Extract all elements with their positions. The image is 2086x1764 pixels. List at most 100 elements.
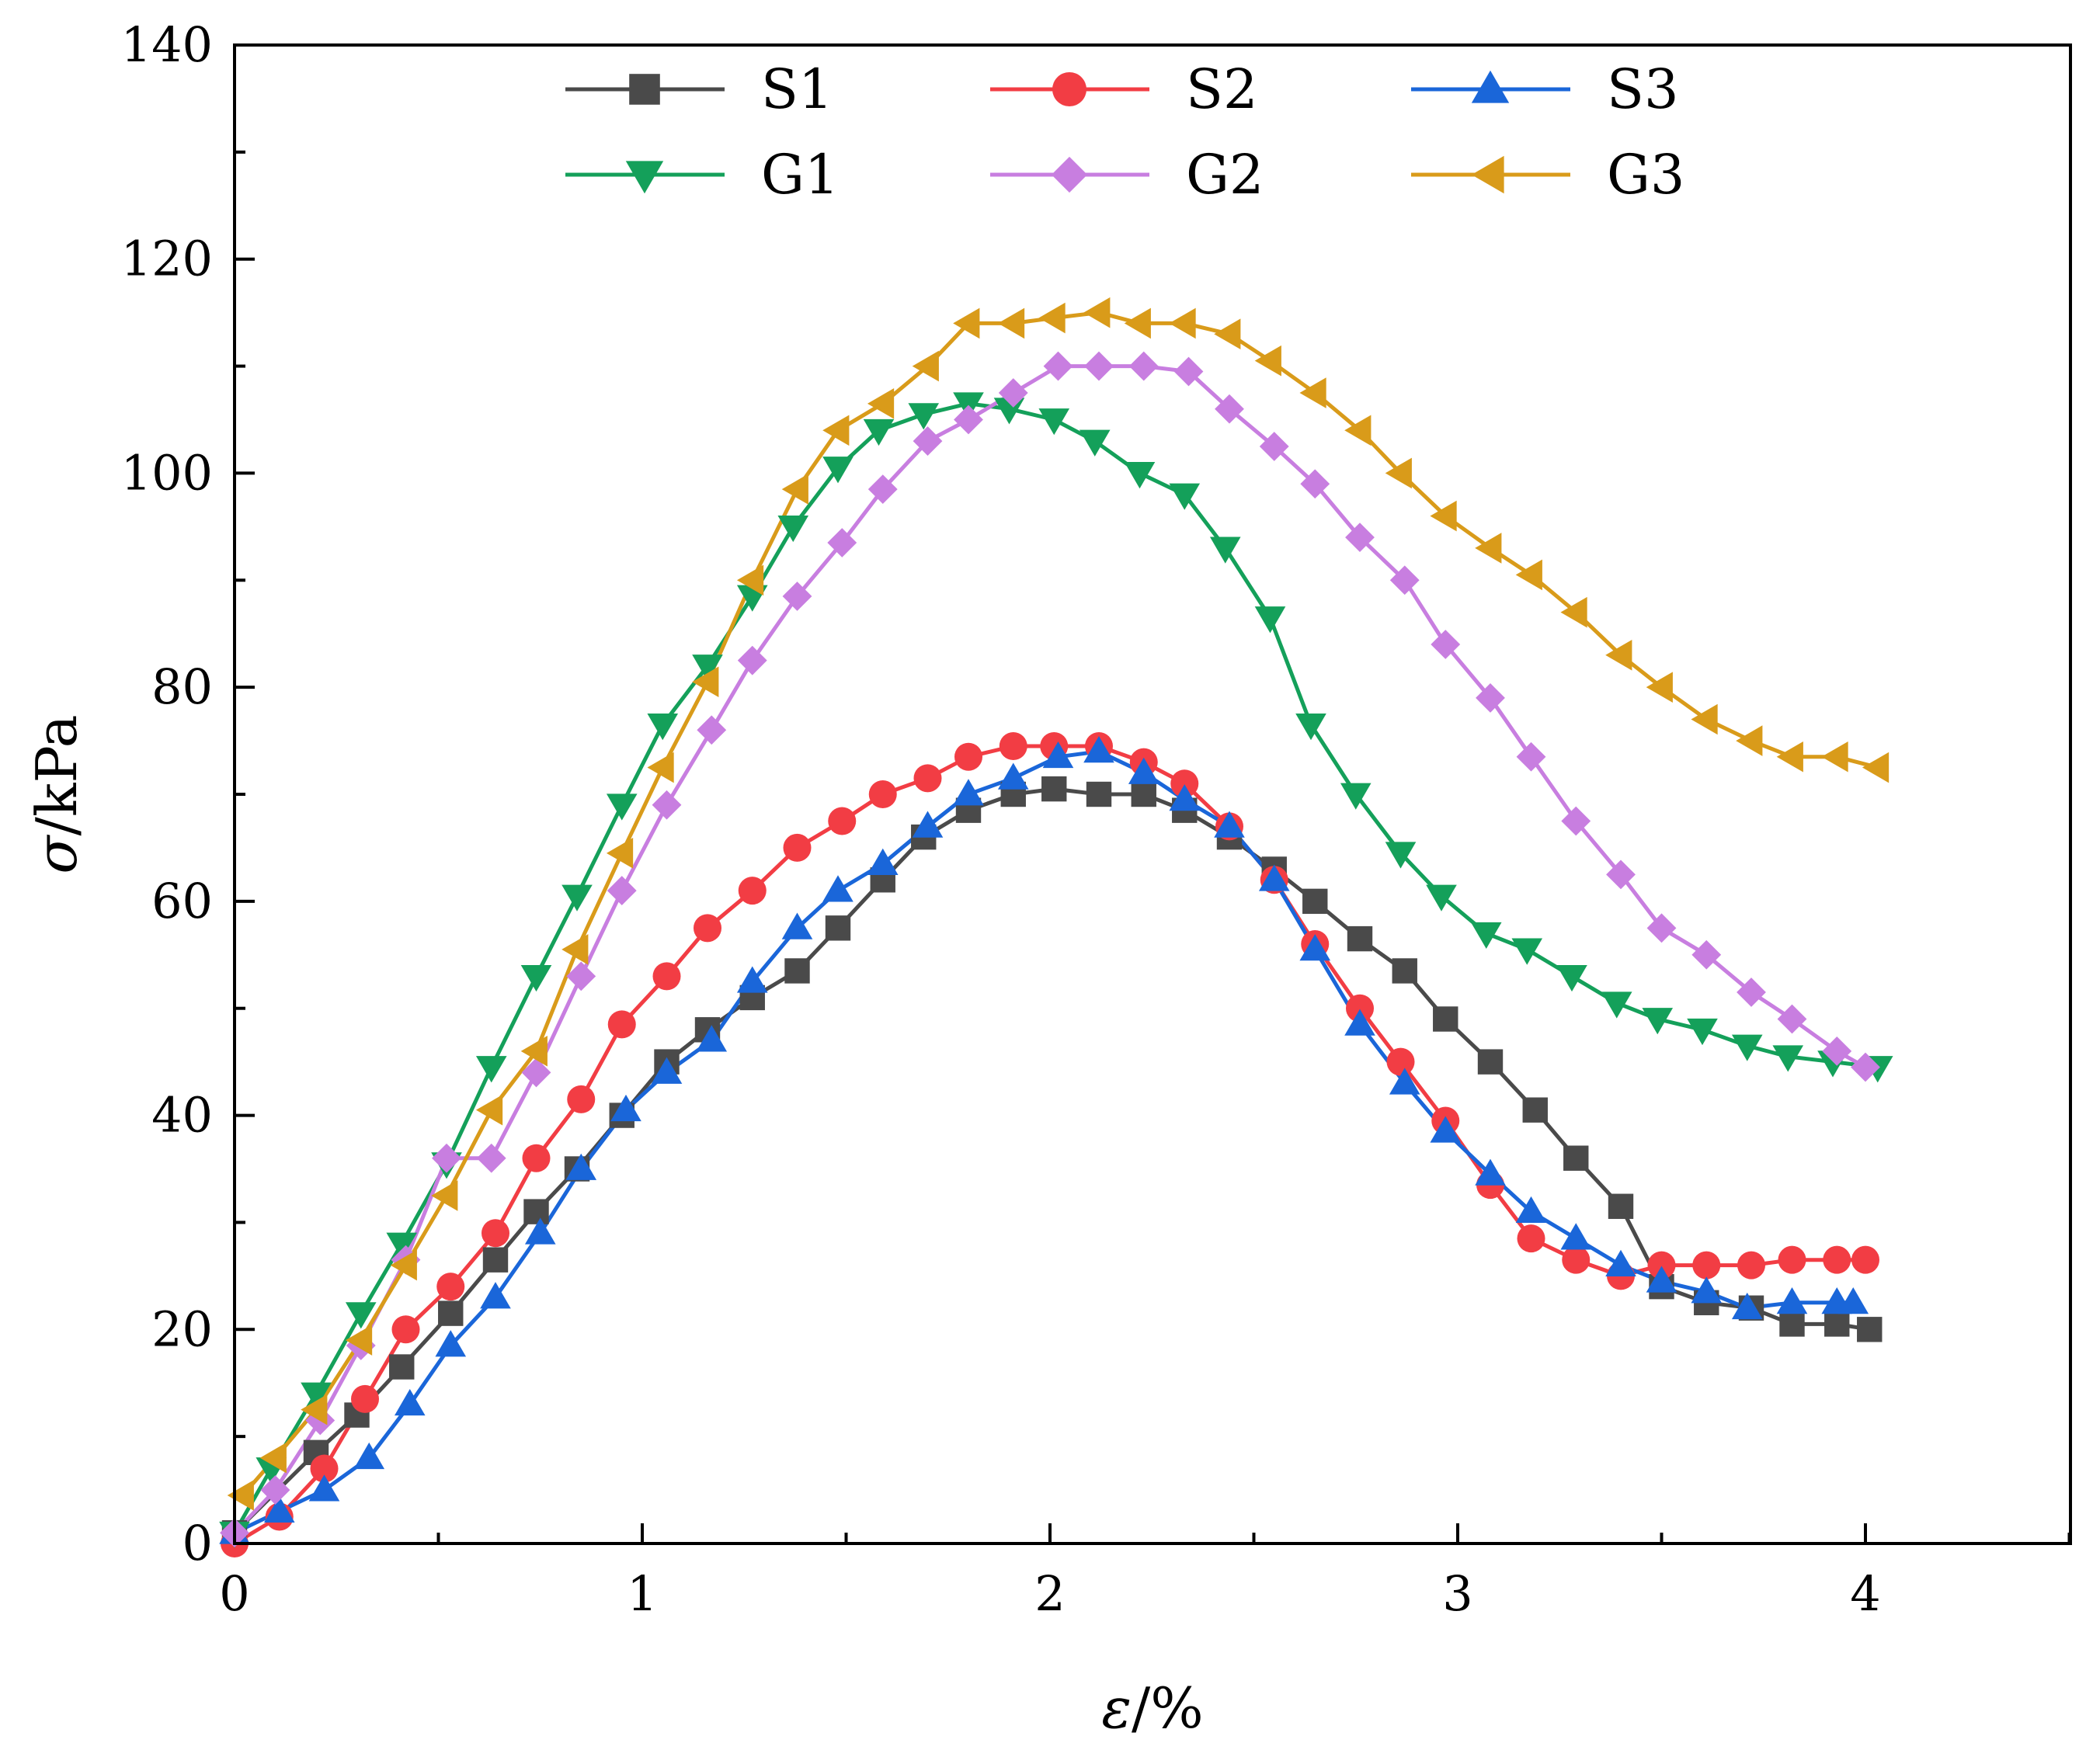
legend-label-g3: G3 [1607, 143, 1684, 207]
series-point-s2 [607, 1010, 636, 1039]
x-tick-label: 3 [1442, 1565, 1472, 1622]
series-point-s1 [1477, 1049, 1504, 1075]
series-point-g3 [997, 307, 1025, 339]
series-point-g3 [431, 1180, 458, 1211]
series-point-s1 [482, 1247, 509, 1273]
series-point-s3 [1214, 811, 1245, 838]
series-point-g1 [1642, 1008, 1674, 1035]
series-point-g2 [1691, 939, 1722, 970]
series-point-g3 [736, 564, 764, 596]
series-point-s3 [997, 762, 1029, 790]
series-point-s2 [738, 877, 767, 905]
legend-marker-g2 [1051, 156, 1088, 193]
y-tick-label: 0 [183, 1515, 213, 1571]
series-point-s3 [1691, 1276, 1723, 1304]
series-point-g3 [912, 350, 939, 382]
series-point-s3 [696, 1025, 728, 1052]
series-point-s3 [1169, 784, 1201, 811]
series-point-s2 [1517, 1224, 1545, 1253]
legend-entry-s1: S1 [565, 57, 833, 121]
series-point-s3 [565, 1153, 597, 1180]
series-point-s1 [1824, 1311, 1850, 1337]
series-point-g1 [1556, 964, 1587, 992]
series-point-s2 [954, 742, 982, 771]
series-point-g3 [1821, 741, 1848, 773]
series-point-g1 [1687, 1018, 1718, 1046]
series-point-g3 [520, 1036, 548, 1067]
series-point-s2 [1692, 1251, 1721, 1280]
series-point-g1 [692, 655, 723, 682]
series-point-g3 [781, 474, 808, 505]
series-point-g3 [345, 1325, 373, 1356]
series-point-s1 [825, 915, 851, 941]
series-point-s3 [1042, 741, 1074, 769]
series-point-s2 [482, 1219, 509, 1248]
series-point-g1 [386, 1232, 418, 1259]
y-tick-label: 140 [121, 16, 213, 73]
series-point-g3 [301, 1394, 328, 1425]
series-point-s3 [953, 779, 984, 806]
y-tick-label: 80 [151, 658, 213, 715]
series-point-g1 [520, 964, 552, 992]
series-point-g2 [607, 876, 637, 905]
series-point-s1 [1779, 1311, 1805, 1337]
series-point-s1 [1857, 1317, 1883, 1342]
series-point-g3 [1515, 559, 1542, 591]
series-point-g3 [1083, 297, 1111, 328]
series-point-g2 [476, 1143, 506, 1173]
series-point-g2 [737, 645, 767, 675]
series-point-g2 [913, 426, 943, 456]
series-point-g1 [863, 418, 895, 446]
series-point-g3 [390, 1249, 417, 1281]
series-point-g3 [1691, 703, 1718, 735]
series-point-s1 [1041, 776, 1067, 802]
series-point-s2 [436, 1273, 465, 1301]
series-point-g1 [1124, 462, 1156, 489]
legend-entry-s3: S3 [1411, 57, 1679, 121]
y-tick-label: 40 [151, 1087, 213, 1144]
x-axis-unit: /% [1132, 1675, 1204, 1741]
legend-marker-s1 [629, 74, 660, 105]
series-point-s2 [567, 1085, 596, 1113]
legend-marker-s3 [1471, 70, 1510, 103]
series-point-g2 [1516, 741, 1546, 772]
series-point-g2 [782, 582, 812, 611]
series-point-g1 [908, 403, 940, 430]
series-point-s2 [1737, 1251, 1765, 1280]
series-point-g3 [953, 307, 980, 339]
series-point-s3 [435, 1330, 467, 1357]
series-point-s3 [1731, 1292, 1763, 1320]
series-point-s3 [1389, 1068, 1420, 1095]
series-point-g2 [566, 961, 596, 991]
series-point-s3 [1258, 864, 1290, 891]
series-point-s3 [1515, 1196, 1547, 1224]
series-point-g3 [1299, 377, 1326, 408]
series-point-s2 [1778, 1245, 1806, 1274]
series-point-g2 [1259, 432, 1289, 461]
series-point-g3 [561, 934, 589, 965]
series-point-s3 [1299, 934, 1331, 961]
series-point-s3 [524, 1217, 556, 1245]
x-axis-symbol: ε [1101, 1675, 1132, 1741]
series-point-g3 [259, 1442, 287, 1474]
series-point-s3 [1430, 1116, 1462, 1143]
series-point-s1 [1302, 888, 1328, 915]
series-point-g3 [1214, 318, 1241, 350]
series-point-s1 [1086, 781, 1112, 807]
series-point-s3 [1083, 736, 1114, 763]
series-point-g2 [697, 715, 727, 745]
series-point-s2 [694, 914, 721, 943]
series-point-s3 [1344, 1009, 1375, 1036]
y-tick-label: 60 [151, 873, 213, 929]
legend-entry-g3: G3 [1411, 143, 1684, 207]
series-point-g2 [867, 474, 898, 505]
series-point-g3 [692, 666, 719, 698]
series-point-s3 [736, 966, 768, 993]
series-point-g2 [1389, 565, 1420, 596]
y-tick-label: 20 [151, 1300, 213, 1357]
legend-entry-g1: G1 [565, 143, 839, 207]
series-point-s3 [1128, 757, 1159, 784]
series-point-g3 [1475, 533, 1502, 564]
series-point-g1 [345, 1302, 377, 1329]
